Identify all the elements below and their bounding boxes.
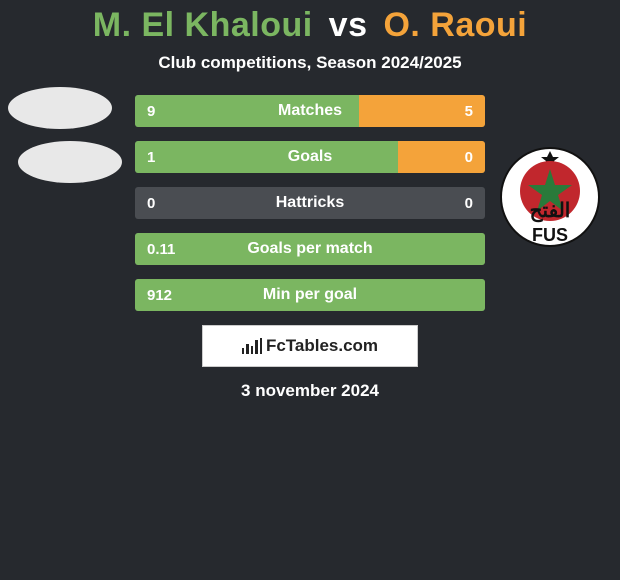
stat-label: Min per goal <box>135 279 485 311</box>
stat-value-left: 912 <box>147 279 172 311</box>
stat-row: Goals per match0.11 <box>135 233 485 265</box>
stat-label: Goals per match <box>135 233 485 265</box>
svg-text:الفتح: الفتح <box>530 200 571 223</box>
date-line: 3 november 2024 <box>0 381 620 401</box>
title-vs: vs <box>329 6 368 44</box>
club-logo-right: الفتح FUS <box>500 147 600 247</box>
stat-value-left: 1 <box>147 141 155 173</box>
stat-value-left: 0.11 <box>147 233 175 265</box>
bar-chart-icon <box>242 338 262 354</box>
title-player-right: O. Raoui <box>383 6 527 44</box>
fus-crest-icon: الفتح FUS <box>500 147 600 247</box>
page-title: M. El Khaloui vs O. Raoui <box>0 0 620 45</box>
club-logo-left-1 <box>8 87 112 129</box>
stat-row: Hattricks0 0 <box>135 187 485 219</box>
stat-row: Goals1 0 <box>135 141 485 173</box>
stat-label: Matches <box>135 95 485 127</box>
stat-row: Min per goal912 <box>135 279 485 311</box>
stat-value-right: 0 <box>465 187 473 219</box>
stat-value-right: 0 <box>465 141 473 173</box>
stat-value-right: 5 <box>465 95 473 127</box>
stat-rows: Matches95Goals10Hattricks00Goals per mat… <box>135 95 485 311</box>
club-logo-left-2 <box>18 141 122 183</box>
stat-label: Goals <box>135 141 485 173</box>
svg-text:FUS: FUS <box>532 225 568 245</box>
stat-value-left: 0 <box>147 187 155 219</box>
stat-label: Hattricks <box>135 187 485 219</box>
subtitle: Club competitions, Season 2024/2025 <box>0 53 620 73</box>
stat-row: Matches9 5 <box>135 95 485 127</box>
stats-area: الفتح FUS Matches95Goals10Hattricks00Goa… <box>0 95 620 311</box>
stat-value-left: 9 <box>147 95 155 127</box>
title-player-left: M. El Khaloui <box>93 6 313 44</box>
comparison-infographic: M. El Khaloui vs O. Raoui Club competiti… <box>0 0 620 401</box>
fctables-text: FcTables.com <box>266 336 378 356</box>
fctables-badge: FcTables.com <box>202 325 418 367</box>
